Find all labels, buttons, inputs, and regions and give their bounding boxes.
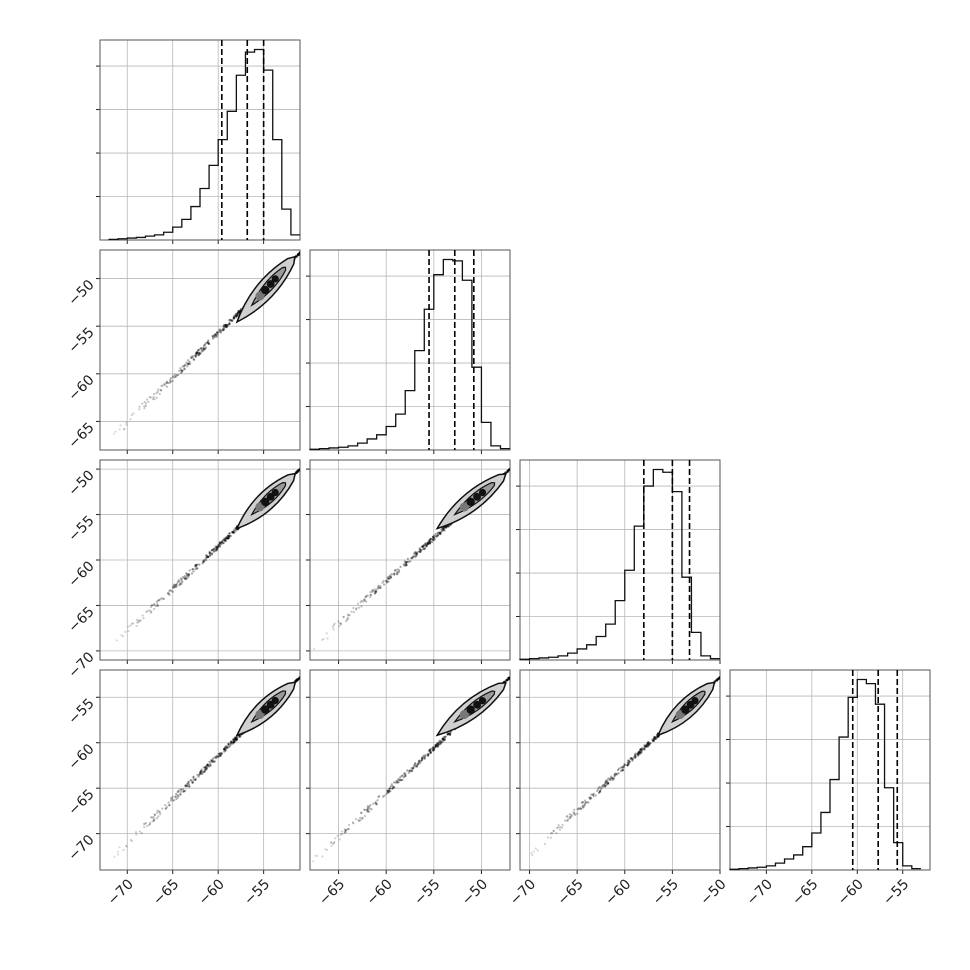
- panel-frame: [309, 459, 511, 661]
- density-peak: [478, 697, 487, 705]
- x-tick-label: −60: [835, 876, 867, 908]
- scatter-points: [312, 676, 510, 863]
- y-tick-label: −50: [65, 467, 97, 499]
- density-peak: [261, 285, 270, 295]
- y-tick-label: −55: [65, 696, 97, 728]
- histogram-step: [309, 258, 510, 450]
- scatter-panel-2-1: [306, 459, 511, 664]
- panel-frame: [99, 669, 301, 871]
- density-peak: [271, 696, 279, 705]
- scatter-panel-3-0: [96, 669, 301, 874]
- y-tick-label: −65: [65, 420, 97, 452]
- y-tick-label: −60: [65, 372, 97, 404]
- x-tick-label: −60: [602, 876, 634, 908]
- x-tick-label: −55: [241, 876, 273, 908]
- x-tick-label: −65: [150, 876, 182, 908]
- x-tick-label: −60: [196, 876, 228, 908]
- density-peak: [255, 502, 265, 512]
- x-tick-label: −65: [316, 876, 348, 908]
- y-tick-label: −55: [65, 513, 97, 545]
- x-tick-label: −70: [507, 876, 539, 908]
- histogram-panel-3: [726, 669, 931, 874]
- y-tick-label: −60: [65, 558, 97, 590]
- histogram-step: [729, 678, 921, 870]
- density-peak: [691, 697, 699, 705]
- density-peak: [478, 488, 487, 497]
- density-peak: [466, 497, 475, 507]
- histogram-panel-2: [516, 459, 721, 664]
- y-tick-label: −50: [65, 277, 97, 309]
- density-peak: [466, 705, 475, 714]
- x-tick-label: −70: [105, 876, 137, 908]
- histogram-panel-0: [96, 39, 301, 244]
- y-tick-label: −65: [65, 604, 97, 636]
- x-tick-label: −55: [650, 876, 682, 908]
- scatter-points: [113, 676, 300, 858]
- density-peak: [266, 280, 275, 288]
- histogram-panel-1: [306, 249, 511, 454]
- contour-group: [235, 681, 297, 737]
- density-peak: [271, 488, 279, 497]
- y-tick-label: −70: [65, 832, 97, 864]
- density-peak: [473, 492, 481, 501]
- scatter-points: [530, 676, 720, 857]
- panel-frame: [99, 39, 301, 241]
- panel-frame: [309, 669, 511, 871]
- density-peak: [681, 705, 690, 714]
- scatter-panel-3-1: [306, 669, 511, 874]
- contour-group: [656, 681, 716, 737]
- x-tick-label: −55: [880, 876, 912, 908]
- histogram-step: [519, 468, 720, 660]
- panel-frame: [519, 459, 721, 661]
- x-tick-label: −60: [364, 876, 396, 908]
- contour-group: [235, 472, 297, 530]
- y-tick-label: −70: [65, 649, 97, 681]
- contour-group: [235, 255, 296, 324]
- scatter-points: [113, 251, 300, 435]
- panel-frame: [99, 249, 301, 451]
- panel-frame: [309, 249, 511, 451]
- density-peak: [459, 710, 469, 720]
- x-tick-label: −50: [697, 876, 729, 908]
- panel-frame: [729, 669, 931, 871]
- x-tick-label: −65: [789, 876, 821, 908]
- density-peak: [271, 275, 279, 283]
- density-peak: [473, 700, 481, 709]
- density-peak: [261, 705, 270, 714]
- density-peak: [255, 291, 265, 301]
- scatter-panel-1-0: [96, 249, 301, 454]
- panel-frame: [519, 669, 721, 871]
- x-tick-label: −50: [459, 876, 491, 908]
- x-tick-label: −70: [744, 876, 776, 908]
- scatter-points: [115, 467, 300, 642]
- y-tick-label: −55: [65, 325, 97, 357]
- contour-group: [435, 473, 507, 530]
- y-tick-label: −60: [65, 741, 97, 773]
- density-peak: [459, 502, 469, 512]
- y-tick-label: −65: [65, 787, 97, 819]
- scatter-panel-3-2: [516, 669, 721, 874]
- x-tick-label: −55: [411, 876, 443, 908]
- histogram-step: [108, 48, 300, 241]
- scatter-panel-2-0: [96, 459, 301, 664]
- panel-frame: [99, 459, 301, 661]
- scatter-points: [313, 468, 510, 650]
- contour-group: [435, 682, 507, 737]
- density-peak: [261, 497, 270, 507]
- x-tick-label: −65: [555, 876, 587, 908]
